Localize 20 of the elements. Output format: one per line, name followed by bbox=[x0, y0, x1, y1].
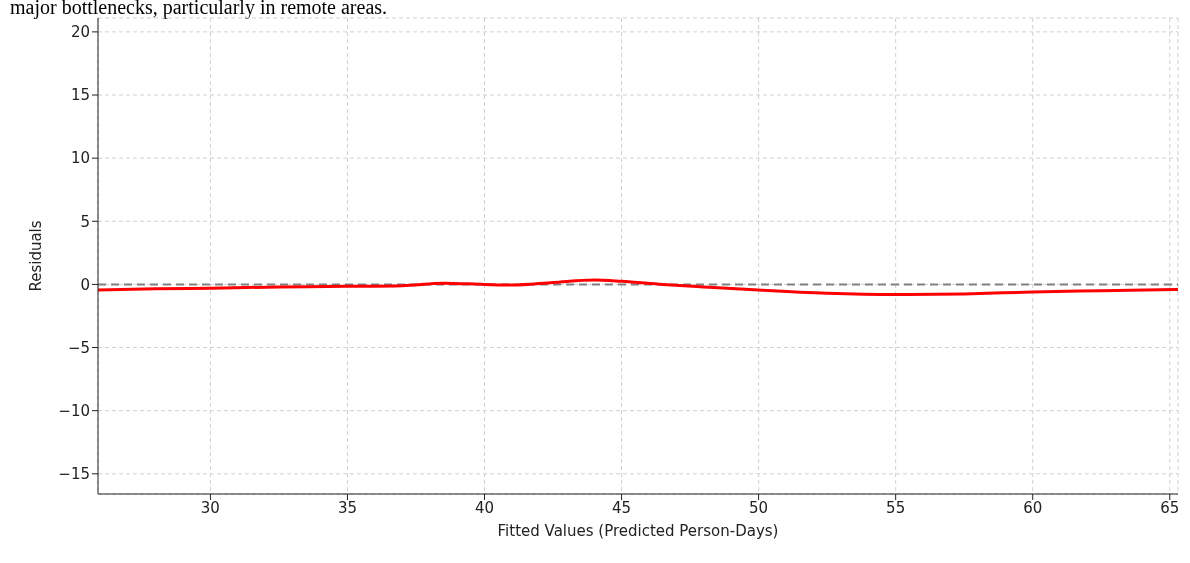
y-tick-label: −10 bbox=[58, 401, 90, 420]
x-tick-label: 60 bbox=[1023, 498, 1043, 517]
x-tick-label: 30 bbox=[200, 498, 220, 517]
x-tick-label: 65 bbox=[1160, 498, 1180, 517]
y-tick-label: 10 bbox=[70, 149, 90, 168]
text: major bottlenecks, particularly in remote areas. bbox=[10, 0, 388, 18]
x-tick-label: 55 bbox=[886, 498, 906, 517]
y-tick-label: −5 bbox=[67, 338, 90, 357]
x-tick-label: 40 bbox=[474, 498, 495, 517]
line-series bbox=[98, 278, 1178, 297]
y-tick-label: 20 bbox=[70, 23, 90, 42]
y-tick-label: −15 bbox=[58, 465, 90, 484]
y-axis-title: Residuals bbox=[27, 220, 46, 292]
x-tick-label: 35 bbox=[337, 498, 357, 517]
x-tick-label: 50 bbox=[749, 498, 769, 517]
y-tick-label: 0 bbox=[80, 275, 90, 294]
y-tick-label: 5 bbox=[80, 212, 90, 231]
x-tick-label: 45 bbox=[612, 498, 632, 517]
x-axis-title: Fitted Values (Predicted Person-Days) bbox=[497, 522, 779, 540]
y-tick-label: 15 bbox=[70, 86, 90, 105]
